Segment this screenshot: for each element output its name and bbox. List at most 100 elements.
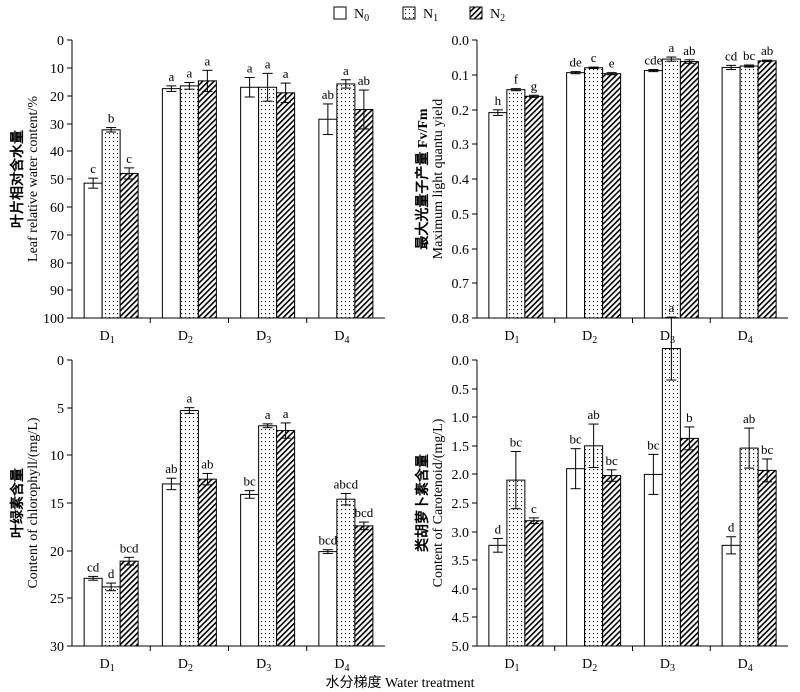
bar xyxy=(584,445,604,647)
y-tick-label: 0.8 xyxy=(452,312,470,327)
significance-label: cd xyxy=(87,559,100,574)
y-tick-label: 10 xyxy=(50,449,64,464)
y-tick-label: 100 xyxy=(43,312,64,327)
significance-label: d xyxy=(495,521,502,536)
significance-label: bc xyxy=(761,442,774,457)
significance-label: c xyxy=(531,501,537,516)
y-tick-label: 3.0 xyxy=(452,526,470,541)
bar xyxy=(524,95,544,319)
bar xyxy=(197,478,217,647)
x-tick-label: D2 xyxy=(178,329,193,346)
chart-panel: 0.0 0.1 0.2 0.3 0.4 0.5 0.6 0.7 0.8 最大光量子产量 Fv/Fm… xyxy=(414,34,788,346)
legend-label-sub: 1 xyxy=(433,13,438,24)
bar xyxy=(101,129,121,319)
y-tick-label: 4.0 xyxy=(452,583,470,598)
x-tick-label: D4 xyxy=(334,657,349,674)
y-tick-label: 5 xyxy=(57,402,64,417)
x-tick-label: D3 xyxy=(660,657,675,674)
significance-label: a xyxy=(204,53,210,68)
significance-label: a xyxy=(265,56,271,71)
x-tick-label: D3 xyxy=(660,329,675,346)
bar xyxy=(524,520,544,647)
bar xyxy=(602,475,622,647)
y-tick-label: 0 xyxy=(57,34,64,49)
y-tick-label: 90 xyxy=(50,284,64,299)
x-tick-label-sub: 4 xyxy=(344,663,349,674)
x-tick-label-sub: 4 xyxy=(748,663,753,674)
y-tick-label: 0.7 xyxy=(452,277,470,292)
y-tick-label: 20 xyxy=(50,90,64,105)
significance-label: bc xyxy=(510,435,523,450)
bar xyxy=(488,112,508,319)
significance-label: bc xyxy=(569,432,582,447)
y-axis-title-en: Content of Carotenoid/(mg/L) xyxy=(431,418,446,587)
significance-label: a xyxy=(283,66,289,81)
significance-label: abcd xyxy=(334,476,359,491)
bar xyxy=(739,447,759,647)
legend-label-sub: 0 xyxy=(364,13,369,24)
bar xyxy=(179,85,199,319)
bar xyxy=(566,468,586,647)
bar xyxy=(643,70,663,319)
significance-label: a xyxy=(668,40,674,55)
x-tick-label-sub: 3 xyxy=(670,663,675,674)
significance-label: d xyxy=(728,520,735,535)
x-tick-label: D1 xyxy=(504,657,519,674)
y-tick-label: 5.0 xyxy=(452,640,470,655)
y-tick-label: 0.0 xyxy=(452,34,470,49)
chart-panel: 0 10 20 30 40 50 60 70 80 90 100 叶片相对含水量 Leaf relati… xyxy=(9,34,385,346)
legend-label-sub: 2 xyxy=(500,13,505,24)
significance-label: bcd xyxy=(318,533,337,548)
y-tick-label: 15 xyxy=(50,497,64,512)
y-tick-label: 1.5 xyxy=(452,440,470,455)
y-tick-label: 3.5 xyxy=(452,554,470,569)
y-tick-label: 30 xyxy=(50,640,64,655)
y-axis-title-en: Leaf relative water content/% xyxy=(26,96,41,262)
significance-label: a xyxy=(186,391,192,406)
bar xyxy=(721,544,741,647)
significance-label: a xyxy=(247,61,253,76)
x-tick-label: D4 xyxy=(738,329,753,346)
significance-label: h xyxy=(495,93,502,108)
y-axis-title-en: Content of chlorophyll/(mg/L) xyxy=(26,417,41,588)
significance-label: bc xyxy=(605,453,618,468)
y-tick-label: 25 xyxy=(50,592,64,607)
bar xyxy=(258,86,278,319)
bar xyxy=(101,586,121,647)
bar xyxy=(258,425,278,647)
legend-swatch xyxy=(333,6,347,20)
y-tick-label: 1.0 xyxy=(452,411,470,426)
x-tick-label-sub: 2 xyxy=(592,335,597,346)
x-tick-label: D3 xyxy=(256,657,271,674)
x-tick-label-sub: 3 xyxy=(266,335,271,346)
y-axis-title-en: Maximum light quantu yield xyxy=(431,99,446,260)
x-tick-label-sub: 4 xyxy=(344,335,349,346)
bar xyxy=(584,67,604,319)
bar xyxy=(336,498,356,647)
legend-label: N1 xyxy=(423,7,438,24)
x-tick-label: D4 xyxy=(334,329,349,346)
y-axis-title-cn: 类胡萝卜素含量 xyxy=(414,454,431,552)
bar xyxy=(197,80,217,319)
bar xyxy=(566,72,586,319)
bar xyxy=(161,483,181,647)
significance-label: c xyxy=(90,161,96,176)
legend-swatch xyxy=(469,6,483,20)
x-tick-label: D2 xyxy=(178,657,193,674)
significance-label: cde xyxy=(644,53,662,68)
significance-label: a xyxy=(668,300,674,315)
bar xyxy=(721,66,741,319)
bar xyxy=(336,83,356,319)
y-tick-label: 0.6 xyxy=(452,243,470,258)
y-tick-label: 4.5 xyxy=(452,611,470,626)
x-tick-label-sub: 2 xyxy=(592,663,597,674)
y-tick-label: 0.4 xyxy=(452,173,470,188)
x-tick-label-sub: 3 xyxy=(670,335,675,346)
x-tick-label: D2 xyxy=(582,329,597,346)
y-tick-label: 0.0 xyxy=(452,354,470,369)
significance-label: ab xyxy=(761,43,773,58)
bar xyxy=(83,182,103,319)
x-tick-label-sub: 2 xyxy=(188,663,193,674)
significance-label: bc xyxy=(647,437,660,452)
